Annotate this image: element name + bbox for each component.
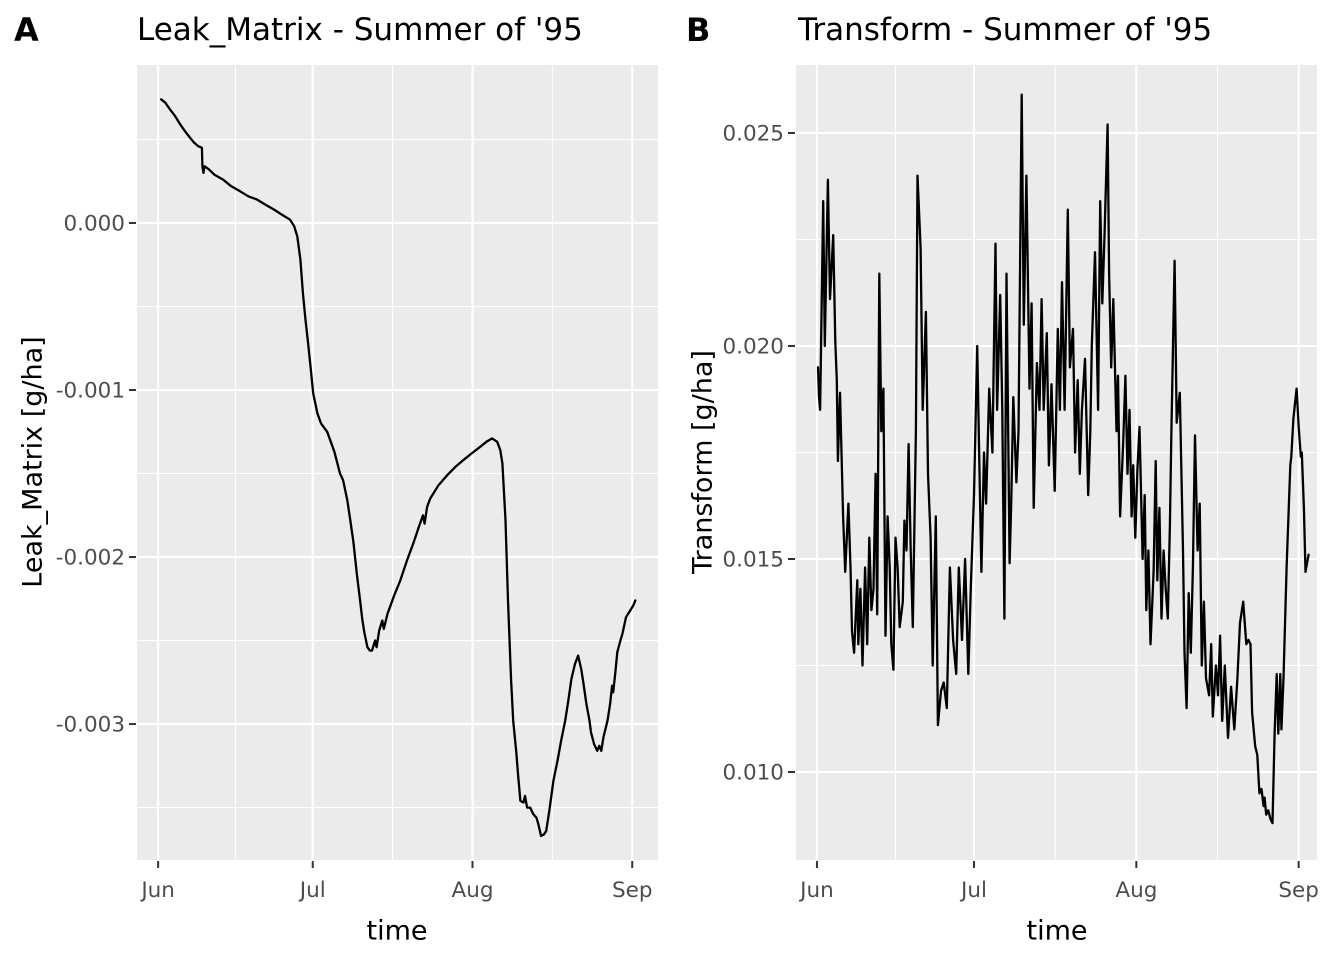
data-line	[160, 98, 637, 838]
y-tick-label: 0.000	[63, 211, 125, 236]
y-tick-label: -0.003	[56, 713, 125, 738]
y-tick-label: -0.001	[56, 379, 125, 404]
x-tick-label: Jun	[139, 878, 175, 903]
panel-background	[796, 65, 1317, 860]
y-tick-label: 0.020	[722, 334, 784, 359]
x-tick-label: Sep	[1278, 878, 1319, 903]
panel-background	[137, 65, 658, 860]
data-line	[816, 93, 1310, 825]
x-axis-title-b: time	[1026, 915, 1088, 947]
panel-tag-a: A	[14, 11, 39, 49]
x-tick-label: Sep	[612, 878, 653, 903]
x-tick-label: Jul	[298, 878, 326, 903]
y-axis-title-b: Transform [g/ha]	[687, 350, 719, 574]
y-tick-label: 0.010	[722, 760, 784, 785]
x-tick-label: Aug	[451, 878, 493, 903]
y-tick-label: -0.002	[56, 546, 125, 571]
x-axis-title-a: time	[366, 915, 428, 947]
x-tick-label: Jun	[798, 878, 834, 903]
panel-tag-b: B	[686, 11, 711, 49]
y-tick-label: 0.015	[722, 547, 784, 572]
y-axis-title-a: Leak_Matrix [g/ha]	[17, 336, 49, 588]
x-tick-label: Aug	[1115, 878, 1157, 903]
y-tick-label: 0.025	[722, 121, 784, 146]
x-tick-label: Jul	[959, 878, 987, 903]
panel-title-a: Leak_Matrix - Summer of '95	[137, 12, 583, 48]
panel-title-b: Transform - Summer of '95	[798, 12, 1213, 48]
